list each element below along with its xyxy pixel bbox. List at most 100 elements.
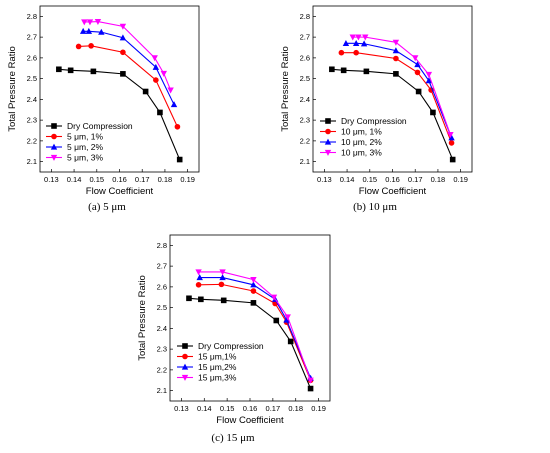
- series-1: [329, 66, 456, 163]
- x-tick-label: 0.14: [197, 404, 212, 413]
- square-marker: [329, 66, 335, 73]
- legend-label: 10 μm, 3%: [341, 148, 382, 158]
- chart-panel-1: 0.13 0.14 0.15 0.16 0.17 0.18 0.19 2.1 2.2 2.3 2.4…: [7, 5, 200, 213]
- y-tick-label: 2.7: [27, 33, 37, 42]
- triangle-down-marker: [50, 154, 58, 161]
- square-marker: [56, 66, 62, 73]
- triangle-up-marker: [181, 363, 189, 370]
- square-marker: [307, 385, 314, 392]
- x-tick-label: 0.14: [67, 175, 82, 184]
- x-axis-label: Flow Coefficient: [216, 415, 284, 426]
- circle-marker: [174, 123, 181, 130]
- series-1: [56, 66, 183, 163]
- x-tick-label: 0.14: [340, 175, 355, 184]
- series-2: [75, 43, 181, 130]
- legend-label: Dry Compression: [198, 341, 264, 351]
- panel-caption: (c) 15 μm: [211, 432, 255, 444]
- y-tick-label: 2.6: [27, 53, 37, 62]
- triangle-up-marker: [414, 61, 421, 68]
- triangle-down-marker: [119, 23, 127, 30]
- y-tick-label: 2.2: [300, 136, 310, 145]
- triangle-up-marker: [98, 28, 105, 35]
- square-marker: [51, 123, 57, 129]
- legend-label: Dry Compression: [67, 121, 133, 131]
- triangle-up-marker: [392, 47, 400, 54]
- triangle-down-marker: [160, 70, 167, 77]
- square-marker: [142, 88, 149, 95]
- square-marker: [182, 343, 188, 349]
- y-tick-label: 2.3: [157, 345, 167, 354]
- x-tick-label: 0.16: [243, 404, 258, 413]
- square-marker: [363, 68, 370, 75]
- x-tick-label: 0.17: [408, 175, 423, 184]
- y-tick-label: 2.7: [300, 33, 310, 42]
- triangle-up-marker: [79, 27, 87, 34]
- y-tick-label: 2.5: [27, 74, 37, 83]
- y-axis-label: Total Pressure Ratio: [137, 275, 148, 361]
- y-axis-label: Total Pressure Ratio: [7, 46, 18, 132]
- square-marker: [90, 68, 97, 75]
- y-tick-label: 2.4: [300, 95, 310, 104]
- series-line: [199, 276, 312, 379]
- series-4: [195, 269, 314, 384]
- y-tick-label: 2.8: [27, 12, 37, 21]
- circle-marker: [195, 282, 202, 288]
- x-tick-label: 0.19: [453, 175, 468, 184]
- y-tick-label: 2.2: [157, 365, 167, 374]
- series-3: [79, 27, 178, 108]
- series-2: [338, 49, 455, 146]
- square-marker: [430, 109, 436, 116]
- y-tick-label: 2.3: [300, 116, 310, 125]
- square-marker: [393, 71, 399, 77]
- series-1: [186, 295, 314, 392]
- triangle-down-marker: [355, 34, 362, 41]
- circle-marker: [338, 49, 345, 56]
- triangle-up-marker: [152, 63, 160, 70]
- y-tick-label: 2.5: [157, 303, 167, 312]
- triangle-down-marker: [270, 294, 278, 301]
- x-tick-label: 0.15: [89, 175, 104, 184]
- circle-marker: [325, 128, 331, 135]
- triangle-up-marker: [250, 281, 257, 288]
- plot-frame: [312, 5, 473, 173]
- legend-label: 5 μm, 2%: [67, 142, 104, 152]
- x-tick-label: 0.18: [431, 175, 446, 184]
- triangle-up-marker: [119, 34, 127, 41]
- triangle-up-marker: [85, 27, 93, 34]
- triangle-down-marker: [250, 277, 257, 284]
- y-tick-label: 2.5: [300, 74, 310, 83]
- legend-label: 15 μm,2%: [198, 362, 237, 372]
- series-4: [81, 18, 174, 94]
- y-tick-label: 2.6: [157, 282, 167, 291]
- square-marker: [325, 118, 331, 124]
- circle-marker: [393, 55, 399, 62]
- series-line: [198, 271, 312, 381]
- y-tick-label: 2.7: [157, 262, 167, 271]
- y-tick-label: 2.4: [157, 324, 167, 333]
- triangle-up-marker: [170, 101, 178, 108]
- square-marker: [449, 156, 456, 163]
- x-tick-label: 0.13: [44, 175, 59, 184]
- circle-marker: [182, 353, 188, 360]
- x-axis-label: Flow Coefficient: [86, 186, 154, 197]
- chart-panel-2: 0.13 0.14 0.15 0.16 0.17 0.18 0.19 2.1 2.2 2.3 2.4…: [280, 5, 473, 213]
- square-marker: [120, 71, 126, 77]
- triangle-up-marker: [196, 274, 203, 281]
- triangle-down-marker: [362, 34, 369, 41]
- triangle-down-marker: [94, 18, 102, 25]
- triangle-down-marker: [167, 87, 174, 94]
- circle-marker: [75, 43, 82, 50]
- triangle-up-marker: [352, 39, 360, 46]
- plot-frame: [39, 5, 200, 173]
- circle-marker: [218, 281, 225, 288]
- x-tick-label: 0.19: [180, 175, 195, 184]
- plot-frame: [169, 234, 331, 402]
- panel-caption: (a) 5 μm: [88, 201, 126, 213]
- triangle-up-marker: [50, 143, 58, 150]
- triangle-down-marker: [324, 149, 332, 156]
- circle-marker: [353, 49, 359, 56]
- chart-panel-3: 0.13 0.14 0.15 0.16 0.17 0.18 0.19 2.1 2.2 2.3 2.4…: [137, 234, 331, 444]
